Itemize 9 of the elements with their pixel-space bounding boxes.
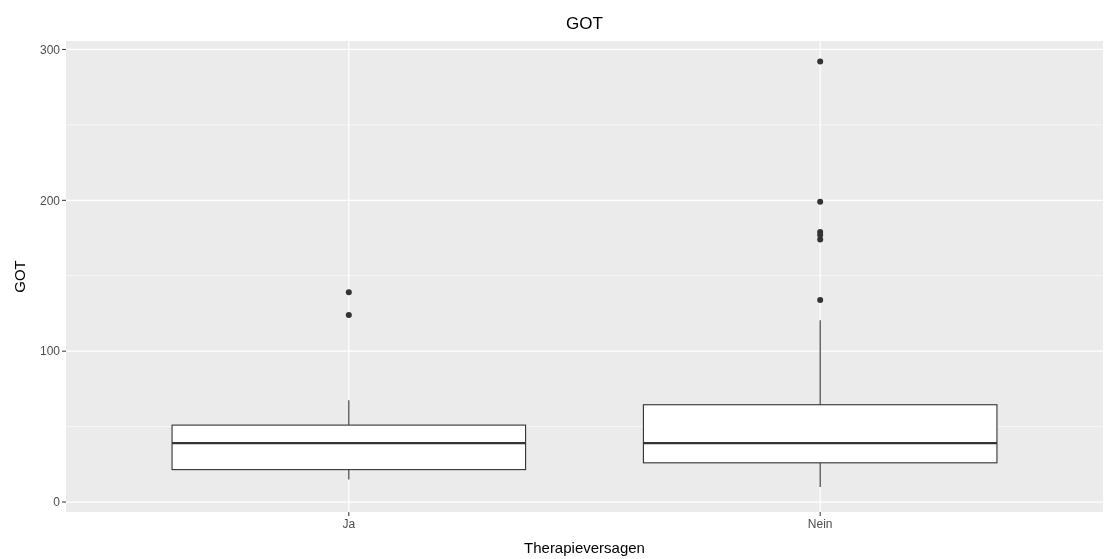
- y-tick-label: 300: [39, 42, 61, 57]
- chart-title: GOT: [566, 14, 603, 33]
- x-tick-label: Nein: [807, 517, 833, 531]
- y-axis-title: GOT: [11, 260, 28, 293]
- y-tick-label: 100: [39, 344, 61, 359]
- y-tick-label: 0: [53, 495, 61, 510]
- x-tick-label: Ja: [342, 517, 356, 531]
- y-tick-label: 200: [39, 193, 61, 208]
- x-axis-title: Therapieversagen: [524, 539, 645, 556]
